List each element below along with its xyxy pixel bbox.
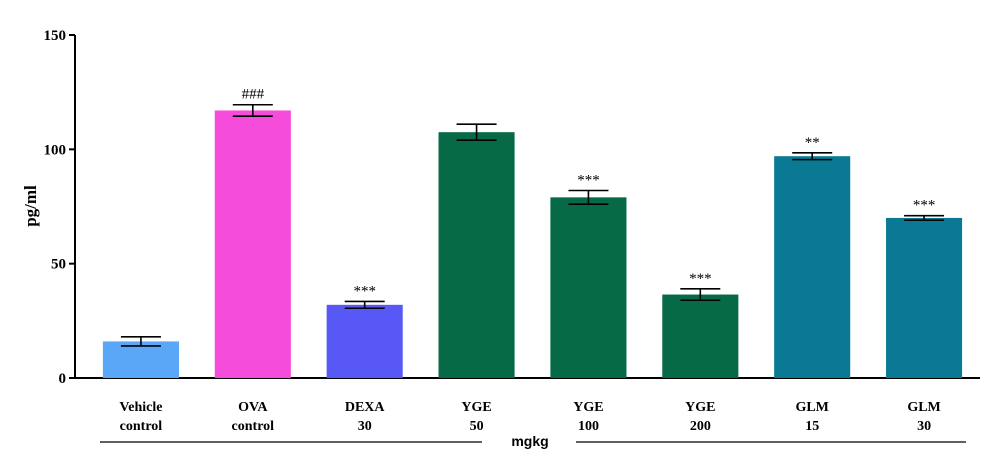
bar-3 — [438, 132, 515, 378]
dose-unit-label: mgkg — [511, 433, 548, 449]
significance-label-1: ### — [242, 87, 265, 103]
y-tick-label-3: 150 — [44, 28, 67, 44]
significance-label-7: *** — [913, 198, 936, 214]
y-tick-label-0: 0 — [59, 371, 67, 387]
category-label-7-line-0: GLM — [907, 400, 940, 415]
category-label-3-line-0: YGE — [461, 400, 491, 415]
category-label-2-line-0: DEXA — [345, 400, 386, 415]
significance-label-4: *** — [577, 172, 600, 188]
category-label-4-line-0: YGE — [573, 400, 603, 415]
significance-label-5: *** — [689, 271, 712, 287]
y-axis-label: pg/ml — [21, 185, 40, 227]
category-label-6-line-1: 15 — [805, 419, 819, 434]
y-tick-label-1: 50 — [51, 257, 66, 273]
bar-2 — [326, 304, 403, 378]
bar-1 — [214, 110, 291, 379]
category-label-6-line-0: GLM — [795, 400, 828, 415]
category-label-3-line-1: 50 — [470, 419, 484, 434]
significance-label-6: ** — [805, 135, 820, 151]
category-label-7-line-1: 30 — [917, 419, 931, 434]
category-label-0-line-1: control — [120, 419, 163, 434]
category-label-5-line-1: 200 — [690, 419, 711, 434]
category-label-1-line-0: OVA — [238, 400, 268, 415]
category-label-4-line-1: 100 — [578, 419, 599, 434]
significance-label-2: *** — [353, 283, 376, 299]
y-tick-label-2: 100 — [44, 142, 67, 158]
bars: ###************** — [102, 87, 963, 379]
category-labels: Vehicle control OVA control DEXA 30 YGE 50 YGE 10… — [119, 400, 940, 434]
category-label-1-line-1: control — [232, 419, 275, 434]
category-label-2-line-1: 30 — [358, 419, 372, 434]
bar-4 — [550, 197, 627, 378]
bar-5 — [662, 294, 739, 378]
bar-0 — [102, 341, 179, 378]
bar-7 — [886, 217, 963, 378]
category-label-0-line-0: Vehicle — [119, 400, 162, 415]
bar-6 — [774, 156, 851, 378]
category-label-5-line-0: YGE — [685, 400, 715, 415]
